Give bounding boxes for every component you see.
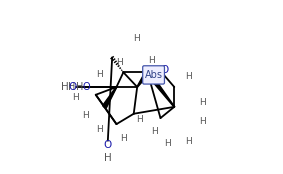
Text: H: H xyxy=(186,137,192,146)
Text: H: H xyxy=(82,111,89,120)
Polygon shape xyxy=(102,87,117,108)
Text: H: H xyxy=(200,117,206,126)
Text: O: O xyxy=(161,65,169,75)
Text: H: H xyxy=(72,93,78,102)
Text: H: H xyxy=(68,82,75,92)
Text: O: O xyxy=(104,140,112,150)
Text: H: H xyxy=(186,72,192,81)
Text: H: H xyxy=(149,56,155,65)
Text: H: H xyxy=(96,70,102,79)
Polygon shape xyxy=(137,71,149,87)
FancyBboxPatch shape xyxy=(143,66,164,84)
Text: H: H xyxy=(120,134,127,143)
Text: H: H xyxy=(164,139,171,148)
Text: Abs: Abs xyxy=(145,70,162,80)
Text: O: O xyxy=(82,82,90,92)
Polygon shape xyxy=(146,71,175,107)
Text: O: O xyxy=(68,82,77,92)
Text: H: H xyxy=(117,58,123,67)
Text: H: H xyxy=(151,126,158,136)
Text: H: H xyxy=(104,153,112,163)
Text: H: H xyxy=(96,125,102,134)
Text: H: H xyxy=(61,82,68,92)
Text: H: H xyxy=(136,115,143,124)
Text: H: H xyxy=(76,82,83,92)
Text: H: H xyxy=(200,98,206,107)
Text: H: H xyxy=(133,34,140,43)
